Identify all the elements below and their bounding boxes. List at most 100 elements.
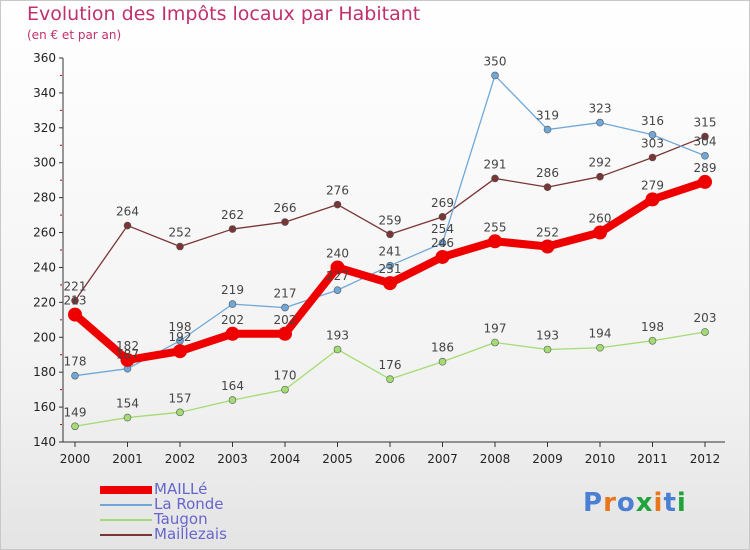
data-point [435, 249, 450, 264]
data-label: 154 [116, 397, 139, 411]
data-point [176, 408, 184, 417]
data-point [491, 71, 499, 80]
data-point [648, 131, 657, 139]
data-label: 221 [64, 280, 87, 294]
data-label: 176 [379, 358, 402, 372]
data-label: 198 [169, 320, 192, 334]
data-label: 269 [431, 196, 454, 210]
y-tick-label: 260 [33, 226, 56, 240]
y-tick-label: 160 [33, 400, 56, 414]
y-tick-label: 140 [33, 435, 56, 449]
brand-logo: Proxiti [583, 488, 687, 518]
data-label: 231 [379, 262, 402, 276]
y-tick-label: 220 [33, 295, 56, 309]
chart-title: Evolution des Impôts locaux par Habitant [27, 3, 421, 25]
data-point [176, 242, 184, 251]
data-point [383, 276, 397, 291]
data-point [71, 422, 79, 431]
data-point [491, 338, 499, 347]
x-tick-label: 2011 [637, 452, 668, 466]
x-tick-label: 2005 [322, 452, 353, 466]
data-point [491, 174, 499, 183]
legend-label: Maillezais [154, 525, 227, 543]
data-point [281, 385, 289, 394]
data-label: 219 [221, 283, 244, 297]
data-point [543, 125, 552, 134]
data-point [543, 183, 552, 191]
y-tick-label: 360 [33, 51, 56, 65]
data-point [386, 230, 394, 239]
data-point [596, 118, 604, 127]
data-point [648, 153, 657, 162]
data-label: 315 [694, 116, 717, 130]
data-point [701, 328, 709, 336]
data-label: 182 [116, 339, 139, 353]
x-tick-label: 2010 [585, 452, 616, 466]
data-label: 323 [589, 102, 612, 116]
data-point [333, 200, 342, 209]
data-point [228, 225, 237, 233]
x-tick-label: 2000 [60, 452, 91, 466]
data-point [701, 151, 709, 160]
data-label: 303 [641, 136, 664, 150]
data-point [278, 326, 292, 341]
data-label: 194 [589, 327, 612, 341]
data-label: 193 [326, 328, 349, 342]
data-label: 202 [221, 313, 244, 327]
data-point [593, 225, 607, 240]
data-label: 164 [221, 379, 244, 393]
legend-swatch [100, 504, 152, 506]
legend-label: La Ronde [154, 495, 224, 513]
data-label: 202 [274, 313, 297, 327]
legend-swatch [100, 486, 152, 494]
data-label: 213 [64, 294, 87, 308]
data-point [438, 213, 447, 221]
data-label: 193 [536, 328, 559, 342]
data-label: 264 [116, 205, 139, 219]
data-point [596, 172, 604, 181]
y-tick-label: 280 [33, 191, 56, 205]
data-label: 198 [641, 320, 664, 334]
data-point [333, 345, 342, 354]
x-tick-label: 2007 [427, 452, 458, 466]
legend-item-maille: MAILLé [100, 480, 360, 498]
data-point [386, 375, 394, 383]
data-point [645, 192, 660, 207]
y-tick-label: 180 [33, 365, 56, 379]
data-label: 286 [536, 166, 559, 180]
data-point [330, 260, 345, 275]
x-tick-label: 2002 [165, 452, 196, 466]
chart-subtitle: (en € et par an) [27, 28, 122, 42]
data-label: 260 [589, 212, 612, 226]
data-label: 203 [694, 311, 717, 325]
data-label: 292 [589, 156, 612, 170]
data-label: 246 [431, 236, 454, 250]
data-label: 241 [379, 245, 402, 259]
legend: MAILLé La Ronde Taugon Maillezais [100, 480, 360, 543]
data-label: 192 [169, 330, 192, 344]
data-point [596, 343, 604, 352]
data-point [228, 396, 237, 404]
legend-item-maillezais: Maillezais [100, 525, 360, 543]
data-label: 316 [641, 114, 664, 128]
data-label: 279 [641, 178, 664, 192]
data-label: 254 [431, 222, 454, 236]
y-tick-label: 200 [33, 330, 56, 344]
data-label: 170 [274, 369, 297, 383]
data-label: 304 [694, 135, 717, 149]
legend-label: MAILLé [154, 480, 208, 498]
data-point [488, 234, 502, 249]
data-label: 350 [484, 54, 507, 68]
data-point [438, 239, 447, 247]
y-tick-label: 240 [33, 260, 56, 274]
data-label: 197 [484, 322, 507, 336]
legend-swatch [100, 534, 152, 536]
data-label: 276 [326, 184, 349, 198]
data-label: 259 [379, 213, 402, 227]
legend-swatch [100, 519, 152, 521]
legend-item-taugon: Taugon [100, 510, 360, 528]
data-point [228, 300, 237, 308]
data-point [698, 174, 712, 189]
data-label: 252 [169, 226, 192, 240]
data-point [438, 357, 447, 366]
